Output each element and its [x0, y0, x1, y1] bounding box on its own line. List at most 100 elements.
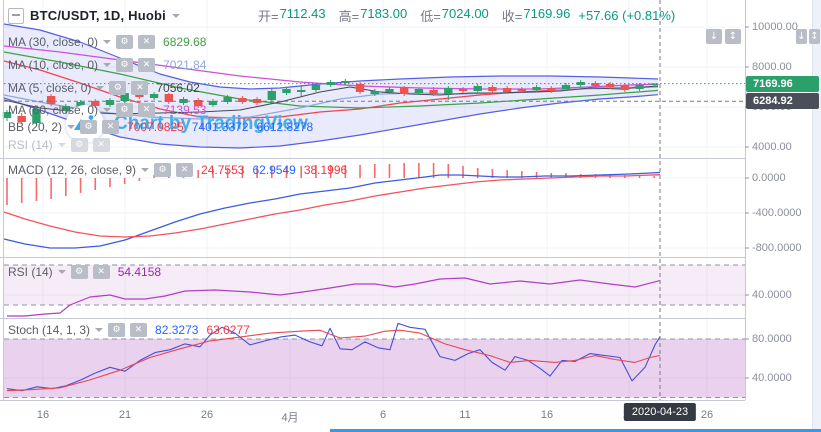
candle — [355, 84, 365, 92]
indicator-value: 38.1996 — [303, 163, 348, 177]
indicator-value: 7021.84 — [163, 58, 207, 72]
indicator-remove-icon[interactable]: ✕ — [130, 323, 148, 337]
crosshair-date-badge: 2020-04-23 — [623, 403, 697, 421]
indicator-settings-icon[interactable]: ⚙ — [116, 103, 134, 117]
indicator-legend-stoch: Stoch (14, 1, 3) ⚙ ✕ 82.3273 63.0277 — [8, 322, 250, 338]
indicator-settings-icon[interactable]: ⚙ — [116, 35, 134, 49]
candle — [399, 88, 409, 94]
chevron-down-icon[interactable] — [103, 63, 112, 67]
pane-move-down-icon[interactable]: ↓ — [706, 29, 722, 44]
indicator-title[interactable]: MA (60, close, 0) — [8, 103, 99, 117]
price-axis-label: 10000.00 — [752, 21, 798, 33]
indicator-remove-icon[interactable]: ✕ — [92, 138, 110, 152]
chevron-down-icon[interactable] — [57, 270, 66, 274]
price-axis-label: 4000.00 — [752, 141, 792, 153]
indicator-settings-icon[interactable]: ⚙ — [80, 120, 98, 134]
axis-move-down-icon[interactable]: ↓ — [796, 29, 807, 44]
candle — [532, 87, 541, 90]
ohlc-value: 7183.00 — [360, 6, 408, 21]
chevron-down-icon[interactable] — [96, 86, 105, 90]
stoch-axis-label: 80.0000 — [752, 333, 792, 345]
indicator-remove-icon[interactable]: ✕ — [176, 163, 194, 177]
indicator-remove-icon[interactable]: ✕ — [138, 35, 156, 49]
indicator-legend-main-4: BB (20, 2) ⚙ ✕ 7007.0825 7401.3372 6612.8278 — [8, 119, 313, 135]
indicator-remove-icon[interactable]: ✕ — [138, 103, 156, 117]
indicator-value: 82.3273 — [155, 323, 199, 337]
candle — [311, 85, 321, 90]
indicator-remove-icon[interactable]: ✕ — [92, 265, 110, 279]
candle — [635, 85, 644, 89]
candle — [282, 89, 291, 93]
time-axis-label: 26 — [200, 409, 214, 421]
indicator-settings-icon[interactable]: ⚙ — [70, 138, 88, 152]
watermark-text: Chart by TradingView — [114, 113, 308, 134]
candle — [591, 83, 600, 86]
chevron-down-icon[interactable] — [171, 13, 180, 18]
candle — [605, 84, 615, 87]
chevron-down-icon[interactable] — [57, 143, 66, 147]
indicator-title[interactable]: MACD (12, 26, close, 9) — [8, 163, 137, 177]
indicator-title[interactable]: MA (10, close, 0) — [8, 58, 99, 72]
indicator-remove-icon[interactable]: ✕ — [138, 58, 156, 72]
indicator-legend-main-1: MA (10, close, 0) ⚙ ✕ 7021.84 — [8, 57, 206, 73]
legend-collapse-icon[interactable] — [8, 7, 24, 24]
candle — [414, 89, 424, 93]
indicator-legend-macd: MACD (12, 26, close, 9) ⚙ ✕ 24.7553 62.9549 3… — [8, 162, 347, 178]
indicator-title[interactable]: RSI (14) — [8, 265, 53, 279]
tradingview-watermark[interactable]: Chart by TradingView — [66, 105, 308, 143]
time-axis-label: 4月 — [281, 412, 299, 424]
time-axis-label: 6 — [379, 409, 387, 421]
indicator-value: 62.9549 — [252, 163, 296, 177]
candle — [385, 89, 394, 92]
axis-maximize-icon[interactable]: ↕ — [809, 29, 820, 44]
indicator-settings-icon[interactable]: ⚙ — [109, 81, 127, 95]
candle — [2, 112, 12, 118]
candle — [105, 100, 115, 105]
indicator-remove-icon[interactable]: ✕ — [102, 120, 120, 134]
indicator-settings-icon[interactable]: ⚙ — [70, 265, 88, 279]
indicator-title[interactable]: MA (5, close, 0) — [8, 81, 92, 95]
candle — [502, 88, 512, 92]
indicator-title[interactable]: Stoch (14, 1, 3) — [8, 323, 91, 337]
price-axis-label: 8000.00 — [752, 61, 792, 73]
candle — [326, 82, 335, 85]
chevron-down-icon[interactable] — [103, 40, 112, 44]
candle — [17, 116, 26, 122]
candle — [341, 81, 350, 83]
indicator-value: 7401.3372 — [191, 120, 249, 134]
time-axis-label: 16 — [540, 409, 554, 421]
chevron-down-icon[interactable] — [95, 328, 104, 332]
indicator-settings-icon[interactable]: ⚙ — [116, 58, 134, 72]
indicator-settings-icon[interactable]: ⚙ — [108, 323, 126, 337]
indicator-title[interactable]: BB (20, 2) — [8, 120, 63, 134]
last-price-badge: 7169.96 — [746, 75, 819, 92]
indicator-settings-icon[interactable]: ⚙ — [154, 163, 172, 177]
candle — [297, 90, 306, 92]
time-axis-label: 11 — [459, 409, 471, 421]
crosshair-price-badge: 6284.92 — [746, 93, 819, 110]
symbol-title[interactable]: BTC/USDT, 1D, Huobi — [30, 8, 166, 23]
chevron-down-icon[interactable] — [103, 108, 112, 112]
indicator-legend-rsi: RSI (14) ⚙ ✕ 54.4158 — [8, 264, 161, 280]
ohlc-label: 开= — [257, 9, 279, 24]
indicator-remove-icon[interactable]: ✕ — [131, 81, 149, 95]
candle — [267, 91, 276, 100]
pane-maximize-icon[interactable]: ↕ — [725, 29, 741, 44]
scrollbar-strip[interactable] — [812, 0, 821, 432]
rsi-axis-label: 40.0000 — [752, 289, 792, 301]
chart-header: BTC/USDT, 1D, Huobi 开= 7112.43 高= 7183.00 低=… — [8, 6, 675, 25]
candle — [194, 100, 203, 106]
ohlc-item: 收= 7169.96 — [502, 6, 571, 25]
chevron-down-icon[interactable] — [67, 125, 76, 129]
chevron-down-icon[interactable] — [141, 168, 150, 172]
time-axis-label: 21 — [118, 409, 132, 421]
indicator-title[interactable]: MA (30, close, 0) — [8, 35, 99, 49]
indicator-title[interactable]: RSI (14) — [8, 138, 53, 152]
candle — [76, 102, 85, 107]
candle — [547, 88, 556, 91]
candle — [223, 97, 232, 102]
ohlc-label: 收= — [501, 9, 523, 24]
bottom-highlight-bar — [330, 429, 821, 432]
